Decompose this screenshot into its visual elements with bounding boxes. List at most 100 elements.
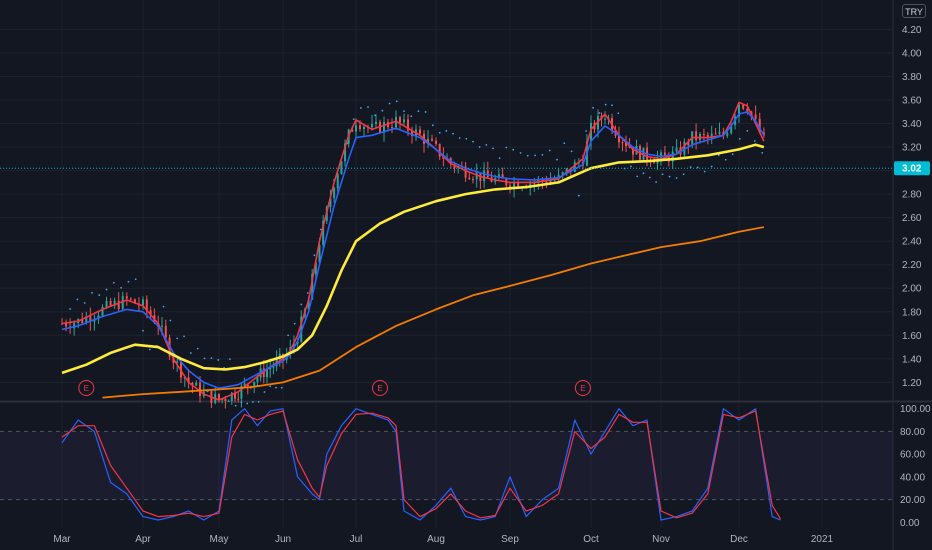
sar-dot xyxy=(105,288,108,291)
sar-dot xyxy=(577,194,580,197)
candle-body xyxy=(292,343,295,348)
candle-body xyxy=(266,369,268,378)
sar-dot xyxy=(458,137,461,139)
candle-body xyxy=(224,398,227,402)
sar-dot xyxy=(492,147,494,150)
earnings-marker[interactable]: E xyxy=(372,380,388,396)
last-price-badge-box xyxy=(894,161,930,176)
sar-dot xyxy=(675,177,678,179)
candle-body xyxy=(73,323,76,329)
sar-dot xyxy=(246,402,249,405)
sar-dot xyxy=(69,308,71,310)
candle-body xyxy=(472,179,474,181)
candle-body xyxy=(573,162,576,172)
sar-dot xyxy=(127,280,130,283)
sar-dot xyxy=(512,148,515,151)
sar-dot xyxy=(703,170,706,173)
candle-body xyxy=(730,124,733,134)
price-axis[interactable]: 1.201.401.601.802.002.202.402.602.803.00… xyxy=(902,25,922,389)
price-tick-label: 4.20 xyxy=(902,25,922,36)
candle-body xyxy=(81,318,84,323)
candle-body xyxy=(195,382,198,386)
candle-body xyxy=(483,170,486,182)
sar-dot xyxy=(395,100,398,103)
sar-dot xyxy=(472,140,474,143)
sar-dot xyxy=(696,166,699,169)
sar-dot xyxy=(359,107,362,109)
candle-body xyxy=(340,161,343,175)
stochastic-panel xyxy=(0,408,893,521)
sar-dot xyxy=(431,124,434,127)
sar-dot xyxy=(753,140,756,142)
candle-body xyxy=(758,118,761,133)
stochastic-axis[interactable]: 100.00 80.00 60.00 40.00 20.00 0.00 xyxy=(900,404,931,529)
sar-dot xyxy=(169,319,172,322)
time-tick-label: Apr xyxy=(135,534,151,545)
sar-dot xyxy=(388,102,391,105)
candle-body xyxy=(237,398,240,400)
sar-dot xyxy=(661,173,664,176)
time-axis[interactable]: Mar Apr May Jun Jul Aug Sep Oct Nov Dec 2021 xyxy=(53,534,833,545)
price-tick-label: 4.00 xyxy=(902,48,922,59)
candle-body xyxy=(464,166,467,178)
price-tick-label: 3.20 xyxy=(902,143,922,154)
candle-body xyxy=(604,118,606,120)
candle-body xyxy=(442,156,445,159)
candle-body xyxy=(121,296,124,310)
sar-dot xyxy=(505,146,508,149)
sar-dot xyxy=(189,352,192,354)
price-tick-label: 2.80 xyxy=(902,190,922,201)
sar-dot xyxy=(724,158,727,161)
candle-body xyxy=(101,306,104,316)
candle-body xyxy=(391,127,393,129)
candle-body xyxy=(687,141,690,146)
sar-dot xyxy=(83,302,86,304)
time-tick-label: Nov xyxy=(652,534,670,545)
earnings-marker-circle xyxy=(78,380,95,396)
candle-body xyxy=(243,383,246,386)
price-tick-label: 1.20 xyxy=(902,378,922,389)
sar-dot xyxy=(381,109,384,112)
candle-body xyxy=(399,117,401,123)
time-tick-label: Jul xyxy=(350,534,363,545)
candle-body xyxy=(371,123,373,128)
candle-body xyxy=(269,367,272,370)
sar-dot xyxy=(636,175,639,178)
earnings-marker-circle xyxy=(574,380,591,396)
stochastic-tick-label: 80.00 xyxy=(900,427,925,438)
sar-dot xyxy=(465,137,468,140)
candle-body xyxy=(61,323,63,325)
sar-dot xyxy=(738,137,741,140)
sar-dot xyxy=(478,146,481,148)
candle-body xyxy=(253,381,256,388)
candle-body xyxy=(125,296,128,299)
sar-dot xyxy=(240,401,243,404)
sar-dot xyxy=(630,165,632,168)
candle-body xyxy=(706,134,709,137)
earnings-marker[interactable]: E xyxy=(574,380,591,396)
candle-body xyxy=(359,125,361,130)
sar-dot xyxy=(252,401,254,403)
sma-200-line xyxy=(102,226,765,399)
candle-body xyxy=(355,125,357,132)
currency-selector[interactable]: TRY xyxy=(902,4,926,18)
candle-body xyxy=(419,129,421,134)
sar-dot xyxy=(668,175,671,178)
earnings-marker[interactable]: E xyxy=(78,380,95,396)
sar-dot xyxy=(203,357,206,360)
sar-dot xyxy=(526,154,529,157)
candle-body xyxy=(89,316,92,322)
sar-dot xyxy=(120,286,123,289)
candle-body xyxy=(411,130,413,136)
candle-body xyxy=(501,174,504,179)
sar-dot xyxy=(519,151,522,154)
last-price-label: 3.02 xyxy=(902,164,922,175)
candle-body xyxy=(533,182,536,184)
candle-body xyxy=(149,310,152,316)
candle-body xyxy=(363,126,365,130)
candle-body xyxy=(240,385,243,399)
candle-body xyxy=(227,401,230,403)
